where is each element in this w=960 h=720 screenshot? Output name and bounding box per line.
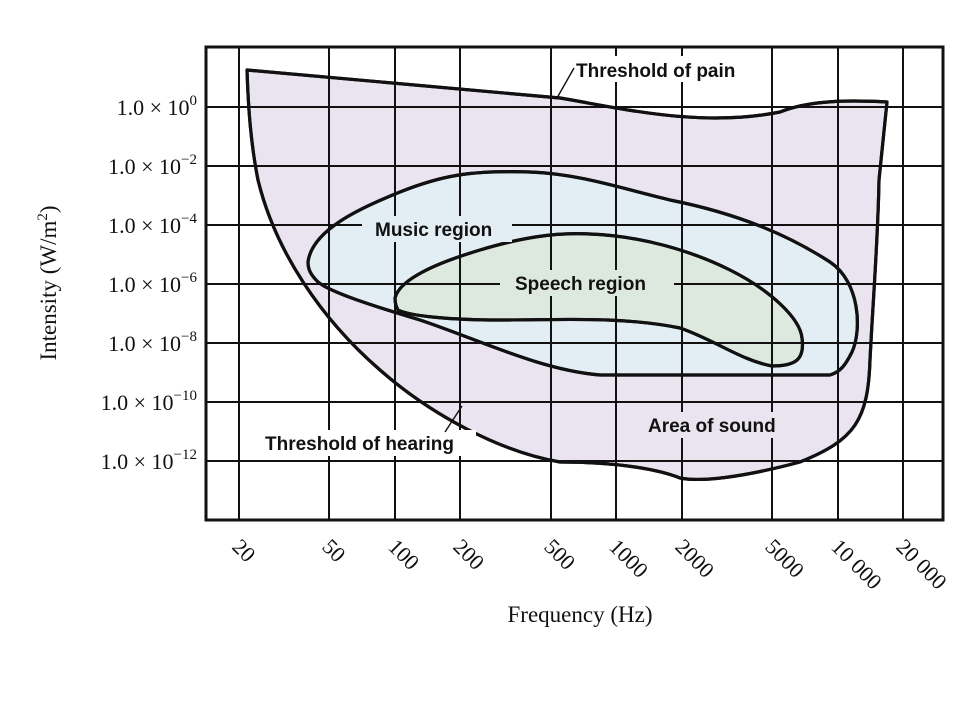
x-tick-label: 50 [317,534,350,567]
y-tick-label: 1.0 × 100 [117,93,197,120]
hearing-leader-line [444,405,463,433]
x-tick-label: 20 [227,534,260,567]
pain-leader-line [556,67,575,99]
x-axis-tick-labels: 20 50 100 200 500 1000 2000 5000 10 000 20 000 [227,534,951,594]
y-axis-title-sup: 2 [35,213,51,221]
music-region-label: Music region [375,220,492,241]
pain-label-bg [574,56,752,82]
threshold-of-hearing-label: Threshold of hearing [265,434,454,455]
music-region-outline [306,170,859,377]
x-tick-label: 200 [448,534,489,575]
x-tick-label: 5000 [760,534,809,583]
hearing-label-bg [262,430,476,456]
y-tick-label: 1.0 × 10−12 [101,447,197,474]
area-label-bg [644,412,792,438]
y-axis-title-main: Intensity (W/m [36,221,61,361]
plot-frame [204,45,945,522]
y-axis-title-close: ) [36,205,61,213]
area-of-sound-label: Area of sound [648,416,776,437]
x-tick-label: 10 000 [826,534,886,594]
threshold-of-pain-label: Threshold of pain [576,61,735,82]
x-tick-label: 1000 [604,534,653,583]
y-axis-tick-labels: 1.0 × 100 1.0 × 10−2 1.0 × 10−4 1.0 × 10−6 1… [101,93,198,474]
x-tick-label: 100 [383,534,424,575]
y-axis-title: Intensity (W/m2) [35,205,61,360]
music-label-bg [362,216,512,242]
speech-label-bg [500,270,674,296]
y-tick-label: 1.0 × 10−2 [108,152,197,179]
speech-region-label: Speech region [515,274,646,295]
y-tick-label: 1.0 × 10−8 [108,329,197,356]
y-tick-label: 1.0 × 10−4 [108,211,197,238]
y-tick-label: 1.0 × 10−6 [108,270,197,297]
x-tick-label: 500 [539,534,580,575]
x-axis-title: Frequency (Hz) [508,602,653,627]
y-tick-label: 1.0 × 10−10 [101,388,197,415]
area-of-sound-outline [245,68,889,482]
x-tick-label: 20 000 [891,534,951,594]
speech-region-outline [393,232,805,368]
x-tick-label: 2000 [670,534,719,583]
